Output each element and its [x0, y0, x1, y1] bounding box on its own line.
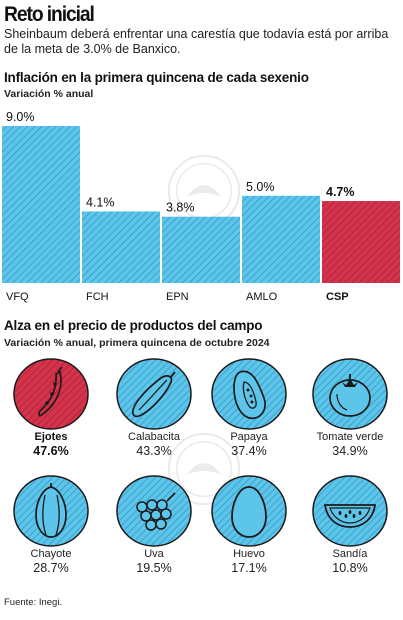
bar-epn: [162, 216, 240, 283]
bar-value-label: 3.8%: [166, 201, 195, 215]
products-title: Alza en el precio de productos del campo: [4, 318, 263, 333]
bar-category-label: AMLO: [246, 291, 278, 303]
products-subtitle: Variación % anual, primera quincena de o…: [4, 337, 270, 349]
product-name: Huevo: [233, 548, 265, 560]
product-item: Tomate verde 34.9%: [300, 358, 400, 458]
bar-value-label: 9.0%: [6, 110, 35, 124]
product-name: Calabacita: [128, 431, 180, 443]
bar-category-label: FCH: [86, 291, 109, 303]
product-value: 10.8%: [332, 561, 368, 575]
grapes-icon: [116, 475, 192, 547]
product-item: Chayote 28.7%: [1, 475, 101, 575]
product-item: Papaya 37.4%: [199, 358, 299, 458]
product-name: Chayote: [30, 548, 72, 560]
product-value: 37.4%: [231, 444, 267, 458]
product-name: Tomate verde: [316, 431, 384, 443]
product-name: Sandía: [332, 548, 368, 560]
product-item: Sandía 10.8%: [300, 475, 400, 575]
inflation-chart-subtitle: Variación % anual: [4, 88, 94, 100]
bar-csp: [322, 201, 400, 283]
tomato-icon: [312, 358, 388, 430]
inflation-chart-title: Inflación en la primera quincena de cada…: [4, 70, 309, 85]
egg-icon: [211, 475, 287, 547]
papaya-icon: [211, 358, 287, 430]
bar-value-label: 5.0%: [246, 180, 275, 194]
product-name: Ejotes: [34, 431, 68, 443]
bar-category-label: EPN: [166, 291, 189, 303]
product-item: Calabacita 43.3%: [104, 358, 204, 458]
watermark-seal-icon: [167, 432, 241, 506]
bar-fch: [82, 211, 160, 283]
product-name: Uva: [144, 548, 164, 560]
page-title: Reto inicial: [4, 3, 95, 26]
product-name: Papaya: [230, 431, 268, 443]
product-value: 17.1%: [231, 561, 267, 575]
watermelon-icon: [312, 475, 388, 547]
source-note: Fuente: Inegi.: [4, 597, 63, 608]
bar-vfq: [2, 126, 80, 283]
bar-category-label: CSP: [326, 291, 349, 303]
green-bean-icon: [13, 358, 89, 430]
zucchini-icon: [116, 358, 192, 430]
bar-value-label: 4.1%: [86, 195, 115, 209]
chayote-icon: [13, 475, 89, 547]
product-item: Ejotes 47.6%: [1, 358, 101, 458]
product-value: 19.5%: [136, 561, 172, 575]
product-item: Uva 19.5%: [104, 475, 204, 575]
product-value: 43.3%: [136, 444, 172, 458]
product-item: Huevo 17.1%: [199, 475, 299, 575]
product-value: 47.6%: [33, 444, 69, 458]
bar-value-label: 4.7%: [326, 185, 355, 199]
products-grid: Ejotes 47.6% Calabacita 43.3% Papaya 37.…: [0, 358, 403, 588]
intro-text: Sheinbaum deberá enfrentar una carestía …: [4, 27, 389, 56]
inflation-bar-chart: 9.0% VFQ 4.1% FCH 3.8% EPN 5.0% AMLO 4.7% CSP: [2, 110, 400, 303]
bar-category-label: VFQ: [6, 291, 29, 303]
bar-amlo: [242, 195, 320, 283]
product-value: 34.9%: [332, 444, 368, 458]
product-value: 28.7%: [33, 561, 69, 575]
